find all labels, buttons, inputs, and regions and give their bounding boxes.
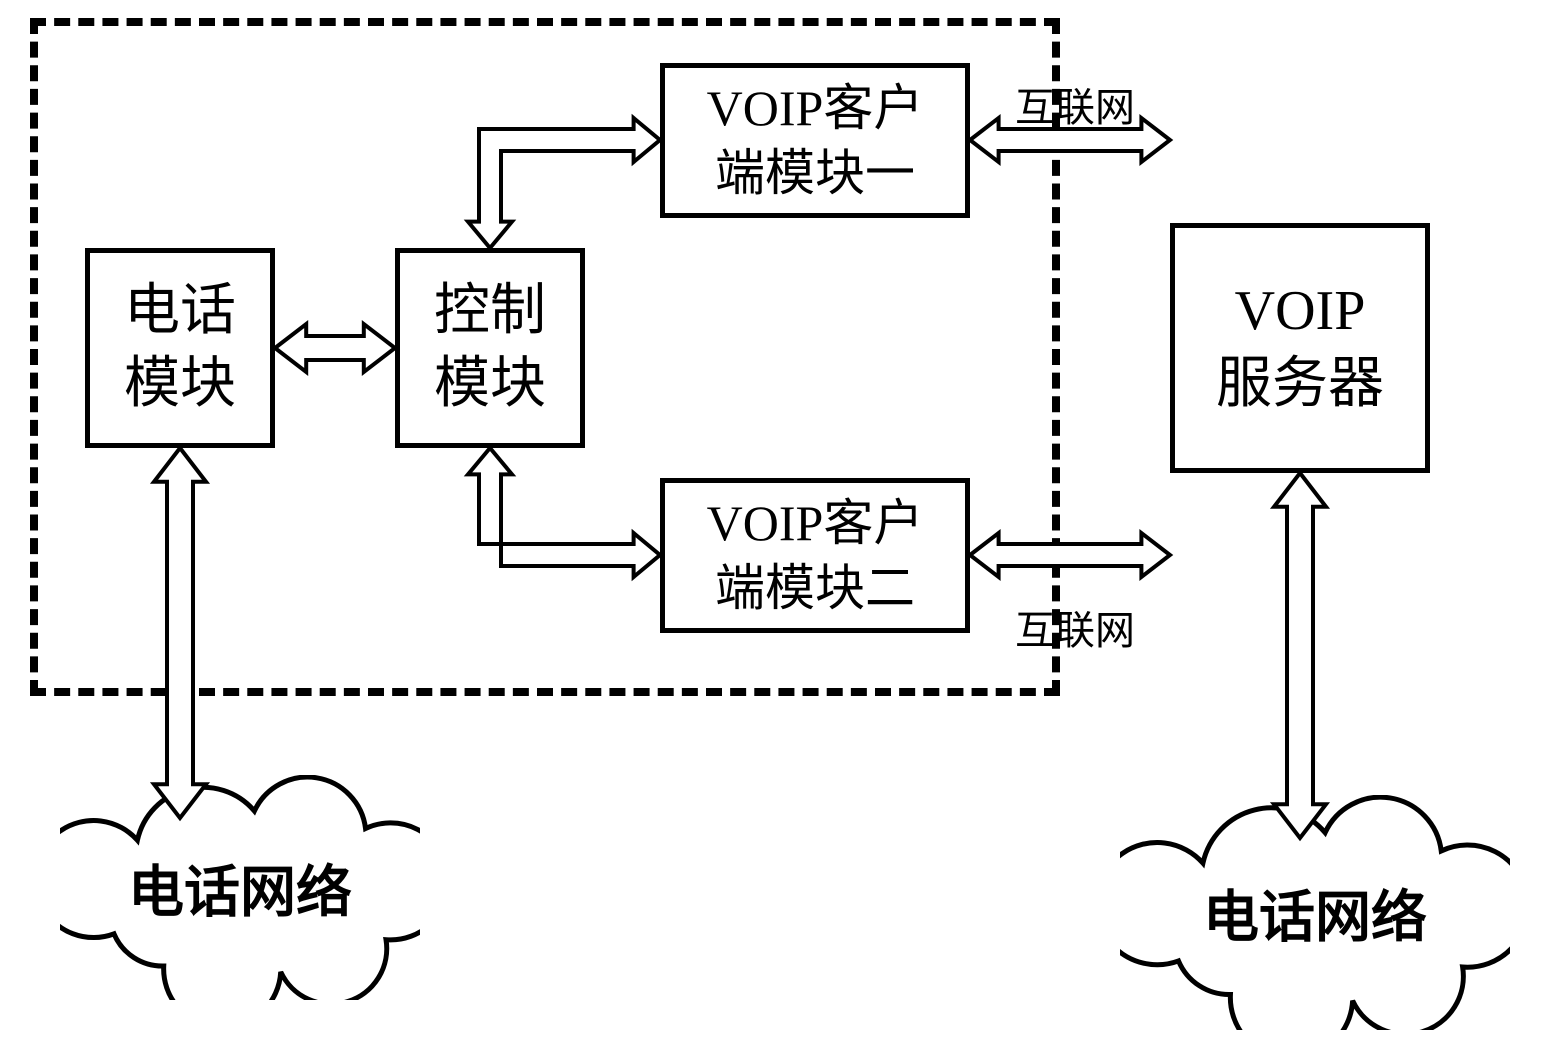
phone-network-cloud-left-label: 电话网络 [128, 847, 352, 928]
internet-label-2: 互联网 [1015, 598, 1135, 656]
internet-label-1: 互联网 [1015, 75, 1135, 133]
phone-network-cloud-right-label: 电话网络 [1203, 872, 1427, 953]
